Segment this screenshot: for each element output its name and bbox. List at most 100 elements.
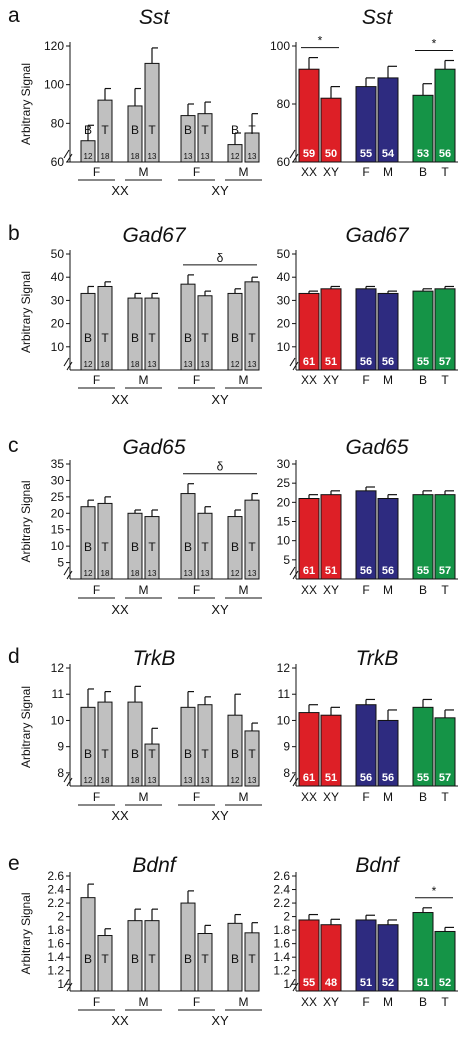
panel-label-c-left: c: [8, 434, 19, 457]
y-tick-label: 15: [277, 515, 291, 529]
panel-label-d-left: d: [8, 645, 20, 668]
y-tick-label: 50: [277, 247, 291, 261]
category-label: B: [419, 373, 427, 387]
y-tick-label: 40: [51, 270, 65, 284]
y-tick-label: 35: [51, 457, 65, 471]
bar-n-label: 13: [248, 152, 257, 161]
category-label: M: [139, 995, 149, 1009]
category-label: B: [419, 995, 427, 1009]
bar-n-label: 55: [303, 977, 315, 989]
chart-title-b-left: Gad67: [122, 224, 186, 247]
bar-n-label: 12: [231, 360, 240, 369]
category-label: XY: [323, 373, 339, 387]
bar-n-label: 51: [325, 356, 337, 368]
bar-n-label: 13: [148, 360, 157, 369]
y-axis-label-b-left: Arbitrary Signal: [19, 271, 33, 353]
y-tick-label: 15: [51, 523, 65, 537]
bar-inner-label: B: [231, 540, 239, 554]
chart-title-e-left: Bdnf: [132, 854, 177, 877]
bar-n-label: 18: [131, 776, 140, 785]
bar-inner-label: T: [148, 331, 156, 345]
category-label: XX: [301, 165, 317, 179]
category-label: F: [93, 165, 100, 179]
y-tick-label: 20: [51, 506, 65, 520]
group-label: XY: [211, 392, 229, 407]
bar-inner-label: B: [84, 747, 92, 761]
bar: [144, 62, 160, 163]
bar-inner-label: B: [184, 952, 192, 966]
bar-n-label: 13: [184, 569, 193, 578]
y-tick-label: 1.2: [47, 964, 64, 978]
chart-title-c-left: Gad65: [122, 436, 185, 459]
bar: [97, 701, 113, 787]
bar-n-label: 13: [201, 360, 210, 369]
bar-n-label: 55: [417, 565, 429, 577]
group-label: XY: [211, 1013, 229, 1028]
bar-inner-label: T: [101, 540, 109, 554]
axis-break-mark: [289, 566, 296, 576]
bar-n-label: 13: [148, 776, 157, 785]
bar-inner-label: B: [84, 540, 92, 554]
category-label: T: [441, 373, 449, 387]
bar-n-label: 13: [248, 776, 257, 785]
panel-label-a-left: a: [8, 4, 20, 27]
y-axis-label-e-left: Arbitrary Signal: [19, 892, 33, 974]
category-label: M: [383, 790, 393, 804]
chart-title-a-left: Sst: [139, 6, 171, 29]
y-tick-label: 2.6: [47, 869, 64, 883]
category-label: F: [193, 165, 200, 179]
chart-title-e-right: Bdnf: [355, 854, 400, 877]
bar-inner-label: B: [184, 331, 192, 345]
y-tick-label: 9: [57, 740, 64, 754]
axis-break-mark: [289, 149, 296, 159]
y-tick-label: 60: [277, 155, 291, 169]
category-label: B: [419, 790, 427, 804]
y-tick-label: 60: [51, 155, 65, 169]
category-label: F: [362, 790, 369, 804]
bar: [180, 283, 196, 371]
bar-n-label: 18: [131, 569, 140, 578]
axis-break-mark: [66, 153, 73, 163]
category-label: M: [239, 373, 249, 387]
y-axis-label-d-left: Arbitrary Signal: [19, 686, 33, 768]
y-tick-label: 1.4: [273, 950, 290, 964]
bar-n-label: 18: [101, 569, 110, 578]
significance-marker: δ: [217, 251, 224, 265]
y-tick-label: 30: [277, 457, 291, 471]
axis-break-mark: [292, 982, 299, 992]
category-label: F: [193, 790, 200, 804]
y-tick-label: 50: [51, 247, 65, 261]
y-tick-label: 1.4: [47, 950, 64, 964]
bar-inner-label: T: [148, 540, 156, 554]
y-tick-label: 1.2: [273, 964, 290, 978]
y-tick-label: 8: [283, 766, 290, 780]
category-label: F: [193, 373, 200, 387]
axis-break-mark: [292, 570, 299, 580]
category-label: F: [362, 165, 369, 179]
category-label: T: [441, 790, 449, 804]
axis-break-mark: [63, 773, 70, 783]
y-tick-label: 10: [51, 713, 65, 727]
bar-n-label: 12: [84, 152, 93, 161]
bar: [180, 493, 196, 580]
y-tick-label: 100: [270, 39, 290, 53]
chart-title-c-right: Gad65: [345, 436, 408, 459]
bar-n-label: 53: [417, 148, 429, 160]
y-tick-label: 2.2: [273, 896, 290, 910]
bar: [197, 704, 213, 787]
significance-marker: *: [432, 37, 437, 51]
axis-break-mark: [289, 357, 296, 367]
bar-n-label: 56: [439, 148, 451, 160]
y-tick-label: 80: [51, 116, 65, 130]
bar-n-label: 61: [303, 565, 315, 577]
y-tick-label: 9: [283, 740, 290, 754]
significance-marker: δ: [217, 460, 224, 474]
y-tick-label: 40: [277, 270, 291, 284]
bar-inner-label: B: [84, 123, 92, 137]
axis-break-mark: [292, 777, 299, 787]
chart-title-d-right: TrkB: [356, 647, 399, 670]
bar-inner-label: T: [201, 123, 209, 137]
category-label: XX: [301, 790, 317, 804]
y-tick-label: 30: [51, 293, 65, 307]
bar-n-label: 51: [325, 772, 337, 784]
